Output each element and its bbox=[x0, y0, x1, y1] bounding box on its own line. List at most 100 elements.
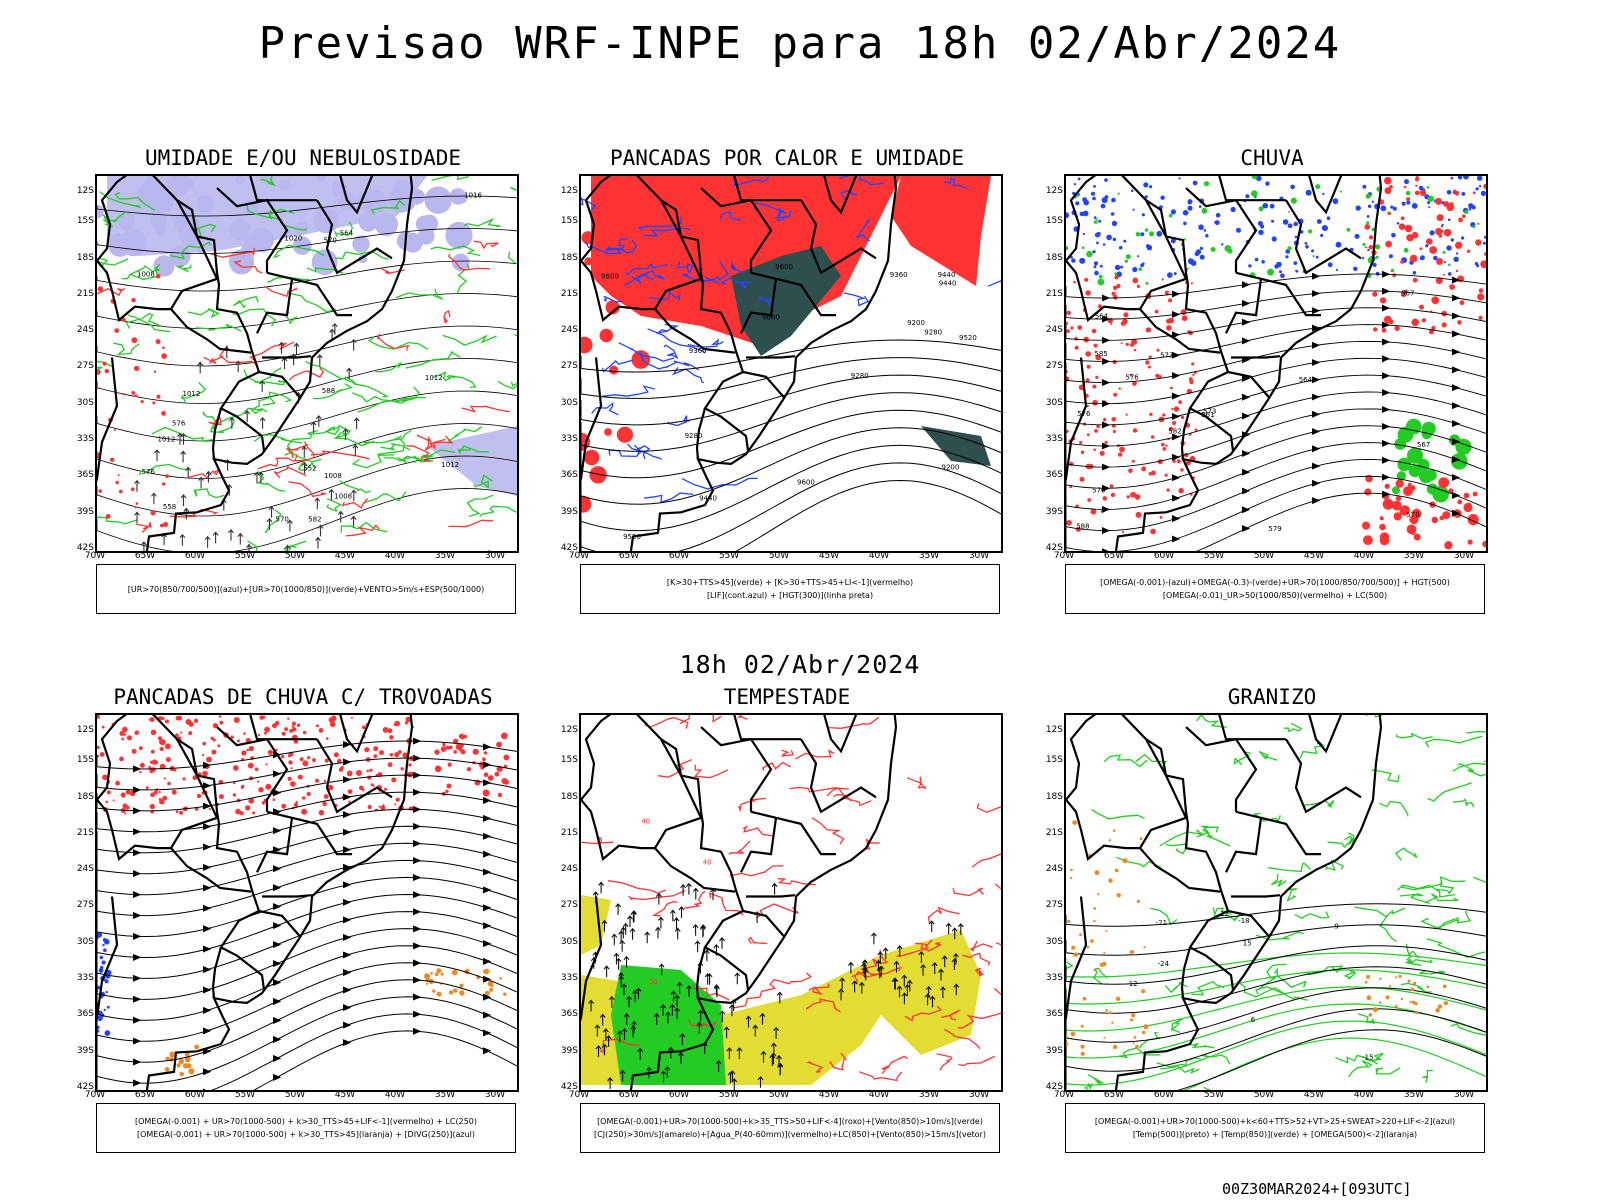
legend-line: [LIF](cont.azul) + [HGT(300)](linha pret… bbox=[706, 591, 874, 600]
lon-tick-label: 65W bbox=[1103, 551, 1125, 561]
border-line bbox=[1235, 810, 1321, 856]
panel-tempestade: TEMPESTADE 12S 15S 18S 21S 24S 27S 30S 33S 36S 39S… bbox=[552, 685, 1022, 1165]
legend-line: [CJ(250)>30m/s](amarelo)+[Agua_P(40-60mm… bbox=[594, 1130, 986, 1139]
contour-label: 564 bbox=[1299, 376, 1313, 384]
map-borders bbox=[97, 715, 414, 1090]
lat-tick-label: 21S bbox=[560, 827, 578, 838]
lat-tick-label: 21S bbox=[1045, 827, 1063, 838]
contour-label: -24 bbox=[1158, 960, 1170, 968]
contour-label: 6 bbox=[1251, 1016, 1256, 1024]
lat-tick-label: 21S bbox=[76, 288, 94, 299]
height-contours-500 bbox=[1066, 270, 1486, 551]
border-line bbox=[742, 370, 785, 399]
border-line bbox=[800, 738, 877, 814]
lon-tick-label: 60W bbox=[1153, 551, 1175, 561]
border-line bbox=[256, 278, 294, 334]
contour-label: 564 bbox=[1095, 312, 1109, 320]
lat-tick-label: 42S bbox=[1045, 542, 1063, 553]
lat-tick-label: 33S bbox=[560, 434, 578, 445]
lon-tick-label: 30W bbox=[1453, 551, 1475, 561]
legend-line: [K>30+TTS>45](verde) + [K>30+TTS>45+LI<-… bbox=[666, 578, 914, 587]
contour-label: 552 bbox=[303, 464, 316, 472]
contour-label: 576 bbox=[142, 468, 156, 476]
border-line bbox=[1231, 355, 1281, 359]
lat-tick-label: 30S bbox=[1045, 936, 1063, 947]
map-borders bbox=[581, 715, 898, 1090]
border-line bbox=[1066, 738, 1188, 861]
border-line bbox=[211, 947, 223, 999]
contour-label: 1012 bbox=[183, 390, 201, 398]
coastline bbox=[145, 715, 414, 1090]
thickness-dots-red bbox=[97, 274, 169, 528]
rain-spots-red bbox=[1066, 275, 1198, 535]
contour-label: -21 bbox=[1156, 919, 1167, 927]
border-line bbox=[258, 370, 301, 399]
border-line bbox=[339, 715, 374, 754]
forecast-map: 9600 9680 9600 9600 9520 9440 9360 9280 9200 9440… bbox=[579, 174, 1003, 553]
border-line bbox=[316, 199, 393, 275]
border-line bbox=[211, 408, 223, 460]
border-line bbox=[1218, 715, 1286, 741]
lon-tick-label: 40W bbox=[1353, 1090, 1375, 1100]
lon-tick-label: 45W bbox=[818, 1090, 840, 1100]
lon-tick-label: 50W bbox=[1253, 551, 1275, 561]
contour-label: -12 bbox=[1126, 980, 1137, 988]
border-line bbox=[256, 817, 294, 873]
humidity-area-blue bbox=[427, 426, 517, 496]
lon-tick-label: 35W bbox=[434, 551, 456, 561]
contour-label: 9200 bbox=[907, 319, 925, 327]
border-line bbox=[262, 355, 312, 359]
border-line bbox=[1185, 187, 1258, 273]
legend-line: [OMEGA(-0.001)+UR>70(1000-500)+k>35_TTS>… bbox=[597, 1117, 983, 1126]
border-line bbox=[695, 947, 707, 999]
panel-title: GRANIZO bbox=[1227, 685, 1317, 709]
contour-label: 570 bbox=[1092, 486, 1105, 494]
lat-tick-label: 24S bbox=[1045, 864, 1063, 875]
contour-label: 9520 bbox=[959, 334, 977, 342]
lon-tick-label: 70W bbox=[568, 1090, 590, 1100]
lat-tick-label: 30S bbox=[560, 936, 578, 947]
lat-tick-label: 18S bbox=[76, 252, 94, 263]
contour-label: 9600 bbox=[601, 273, 619, 281]
lon-tick-label: 40W bbox=[868, 1090, 890, 1100]
coastline bbox=[1114, 715, 1383, 1090]
contour-label: 576 bbox=[172, 420, 186, 428]
wind-vectors bbox=[588, 881, 784, 1090]
border-line bbox=[339, 176, 374, 215]
contour-label: 40 bbox=[703, 859, 712, 867]
border-line bbox=[1308, 176, 1343, 215]
border-line bbox=[654, 308, 736, 354]
border-line bbox=[1225, 278, 1263, 334]
lat-tick-label: 12S bbox=[76, 725, 94, 736]
lon-tick-label: 60W bbox=[1153, 1090, 1175, 1100]
border-line bbox=[695, 408, 707, 460]
contour-label: 1012 bbox=[425, 374, 443, 382]
lat-tick-label: 21S bbox=[76, 827, 94, 838]
border-line bbox=[1139, 847, 1221, 893]
border-line bbox=[266, 810, 352, 856]
legend-line: [OMEGA(-0.001)+UR>70(1000-500)+k<60+TTS>… bbox=[1094, 1117, 1456, 1126]
omega-spots-orange bbox=[1364, 974, 1448, 1017]
border-line bbox=[581, 199, 703, 322]
lon-tick-label: 55W bbox=[718, 551, 740, 561]
forecast-map: 40 40 50 bbox=[579, 713, 1003, 1092]
convection-area-red bbox=[591, 176, 901, 346]
lon-tick-label: 35W bbox=[434, 1090, 456, 1100]
map-borders bbox=[1066, 176, 1383, 551]
border-line bbox=[249, 176, 317, 202]
lat-tick-label: 27S bbox=[1045, 361, 1063, 372]
lon-tick-label: 55W bbox=[718, 1090, 740, 1100]
contour-label: 9440 bbox=[699, 495, 717, 503]
lat-tick-label: 15S bbox=[1045, 755, 1063, 766]
omega-spots-green bbox=[1066, 176, 1480, 286]
border-line bbox=[740, 278, 778, 334]
lat-tick-label: 39S bbox=[76, 1045, 94, 1056]
valid-time-label: 18h 02/Abr/2024 bbox=[679, 650, 921, 679]
lat-tick-label: 42S bbox=[560, 542, 578, 553]
panel-legend: [OMEGA(-0.001)-(azul)+OMEGA(-0.3)-(verde… bbox=[1065, 564, 1485, 614]
map-canvas: 40 40 50 bbox=[581, 715, 1001, 1090]
lon-tick-label: 45W bbox=[334, 1090, 356, 1100]
lat-tick-label: 21S bbox=[1045, 288, 1063, 299]
map-borders bbox=[1066, 715, 1383, 1090]
border-line bbox=[249, 715, 317, 741]
